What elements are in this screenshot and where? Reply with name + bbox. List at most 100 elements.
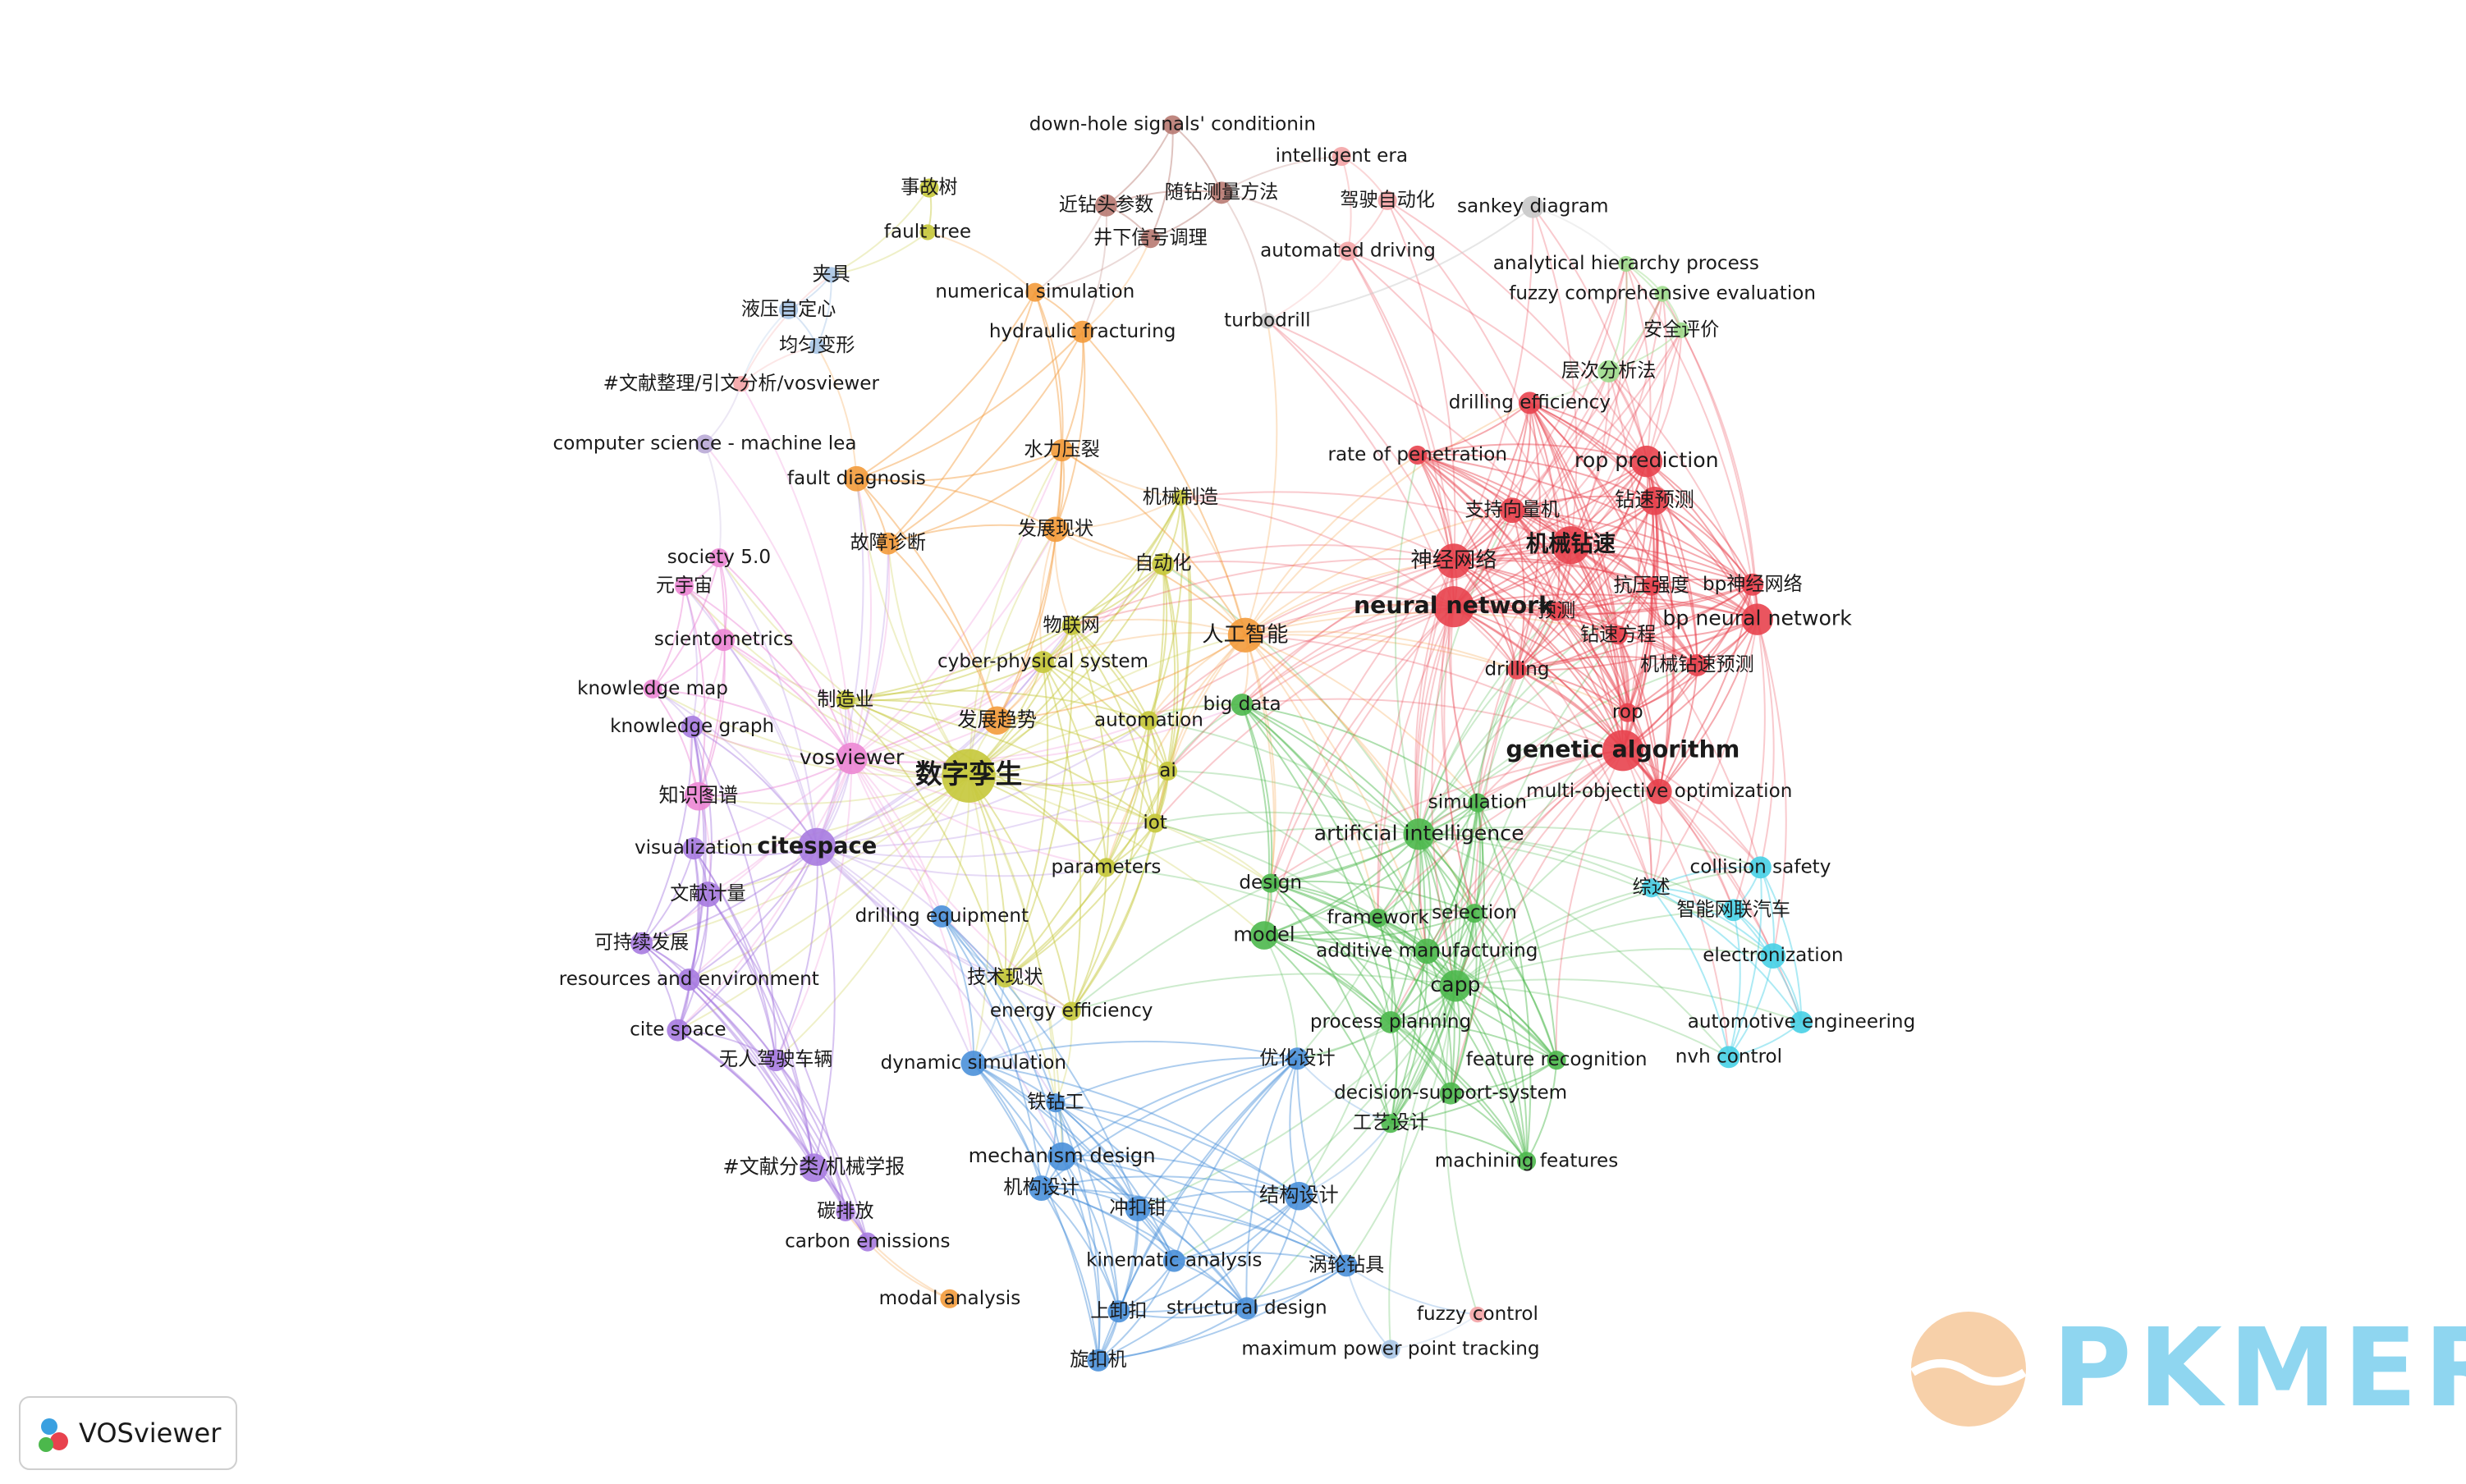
node[interactable] (1642, 878, 1662, 898)
node-label[interactable]: 抗压强度 (1613, 575, 1689, 597)
node-label[interactable]: 智能网联汽车 (1676, 899, 1790, 920)
node[interactable] (1654, 286, 1671, 302)
node-label[interactable]: 机械制造 (1143, 487, 1218, 508)
node-label[interactable]: numerical simulation (935, 282, 1134, 303)
node-label[interactable]: collision safety (1690, 856, 1831, 877)
node[interactable] (1210, 181, 1233, 204)
node[interactable] (677, 969, 700, 991)
node[interactable] (1377, 190, 1397, 211)
node[interactable] (1547, 1051, 1566, 1070)
node[interactable] (1685, 653, 1708, 676)
node-label[interactable]: 钻速预测 (1615, 488, 1694, 511)
node-label[interactable]: framework (1327, 907, 1429, 928)
node-label[interactable]: dynamic simulation (881, 1052, 1066, 1074)
node[interactable] (779, 300, 799, 319)
node[interactable] (1608, 625, 1628, 645)
node-label[interactable]: 发展趋势 (957, 708, 1037, 731)
node-label[interactable]: 水力压裂 (1024, 439, 1099, 460)
node-label[interactable]: 人工智能 (1202, 622, 1288, 647)
node[interactable] (1469, 1306, 1486, 1323)
node[interactable] (1095, 194, 1117, 217)
node[interactable] (1087, 1349, 1110, 1372)
node-label[interactable]: 自动化 (1134, 553, 1191, 575)
node-label[interactable]: 层次分析法 (1561, 360, 1656, 382)
node-label[interactable]: #文献分类/机械学报 (722, 1156, 905, 1179)
node[interactable] (1071, 320, 1094, 343)
node-label[interactable]: additive manufacturing (1316, 940, 1538, 961)
node[interactable] (823, 267, 840, 283)
node-label[interactable]: 井下信号调理 (1093, 227, 1208, 249)
node[interactable] (1096, 858, 1116, 877)
node[interactable] (919, 224, 936, 240)
node-label[interactable]: 知识图谱 (658, 784, 738, 807)
node-label[interactable]: energy efficiency (990, 1001, 1153, 1022)
node-label[interactable]: intelligent era (1276, 145, 1408, 167)
node-label[interactable]: 旋扣机 (1070, 1349, 1126, 1371)
node[interactable] (1507, 660, 1527, 680)
node[interactable] (1047, 1142, 1076, 1171)
node-label[interactable]: 涡轮钻具 (1309, 1254, 1384, 1276)
node[interactable] (1602, 730, 1643, 772)
node-label[interactable]: society 5.0 (667, 547, 771, 568)
node-label[interactable]: 优化设计 (1259, 1047, 1335, 1069)
node[interactable] (733, 376, 749, 392)
node-label[interactable]: neural network (1354, 592, 1555, 619)
node-label[interactable]: structural design (1167, 1297, 1327, 1318)
node-label[interactable]: bp neural network (1662, 607, 1852, 630)
node[interactable] (1172, 489, 1189, 506)
node-label[interactable]: 钻速方程 (1580, 624, 1656, 645)
node-label[interactable]: rop (1612, 702, 1643, 723)
node-label[interactable]: 冲扣钳 (1109, 1198, 1166, 1219)
node-label[interactable]: 神经网络 (1410, 548, 1497, 573)
node[interactable] (1547, 602, 1566, 621)
node-label[interactable]: 均匀变形 (779, 335, 855, 356)
node[interactable] (1468, 793, 1487, 813)
node[interactable] (1432, 586, 1475, 628)
node[interactable] (1162, 1249, 1185, 1272)
node-label[interactable]: 碳排放 (817, 1201, 873, 1222)
node[interactable] (960, 1051, 987, 1076)
node-label[interactable]: scientometrics (654, 629, 794, 650)
node[interactable] (1790, 1011, 1813, 1033)
node[interactable] (1261, 873, 1281, 893)
logo[interactable]: VOSviewer (19, 1396, 237, 1470)
node-label[interactable]: 发展现状 (1018, 518, 1093, 539)
node[interactable] (695, 882, 721, 907)
node-label[interactable]: 数字孪生 (915, 758, 1022, 790)
node[interactable] (1107, 1300, 1130, 1323)
node[interactable] (667, 1019, 690, 1042)
node-label[interactable]: machining features (1435, 1150, 1619, 1171)
node-label[interactable]: 液压自定心 (741, 299, 836, 320)
node-label[interactable]: 预测 (1538, 600, 1575, 621)
node-label[interactable]: 元宇宙 (656, 575, 713, 597)
node[interactable] (836, 742, 868, 775)
node[interactable] (1368, 908, 1388, 928)
node[interactable] (1152, 552, 1175, 575)
node-label[interactable]: drilling (1484, 659, 1549, 680)
node-label[interactable]: maximum power point tracking (1241, 1338, 1539, 1359)
node-label[interactable]: parameters (1052, 856, 1162, 877)
node-label[interactable]: process planning (1310, 1011, 1471, 1033)
node[interactable] (1235, 1297, 1258, 1320)
node-label[interactable]: drilling efficiency (1449, 392, 1611, 413)
node-label[interactable]: automation (1094, 709, 1203, 731)
node[interactable] (1673, 322, 1689, 338)
node[interactable] (1749, 856, 1772, 879)
node-label[interactable]: fuzzy comprehensive evaluation (1509, 283, 1816, 305)
node-label[interactable]: 文献计量 (670, 883, 745, 905)
node-label[interactable]: rop prediction (1574, 448, 1719, 472)
node-label[interactable]: knowledge map (577, 678, 728, 699)
node[interactable] (1231, 694, 1254, 717)
node[interactable] (858, 1232, 878, 1252)
node-label[interactable]: automotive engineering (1688, 1011, 1915, 1033)
node[interactable] (1125, 1196, 1151, 1222)
node[interactable] (1760, 943, 1786, 969)
node[interactable] (809, 337, 825, 355)
node[interactable] (919, 178, 939, 198)
node[interactable] (713, 629, 736, 652)
node-label[interactable]: kinematic analysis (1086, 1250, 1262, 1271)
node-label[interactable]: model (1233, 923, 1295, 946)
node[interactable] (1439, 969, 1472, 1002)
node[interactable] (1259, 313, 1276, 329)
node[interactable] (1335, 1254, 1358, 1277)
